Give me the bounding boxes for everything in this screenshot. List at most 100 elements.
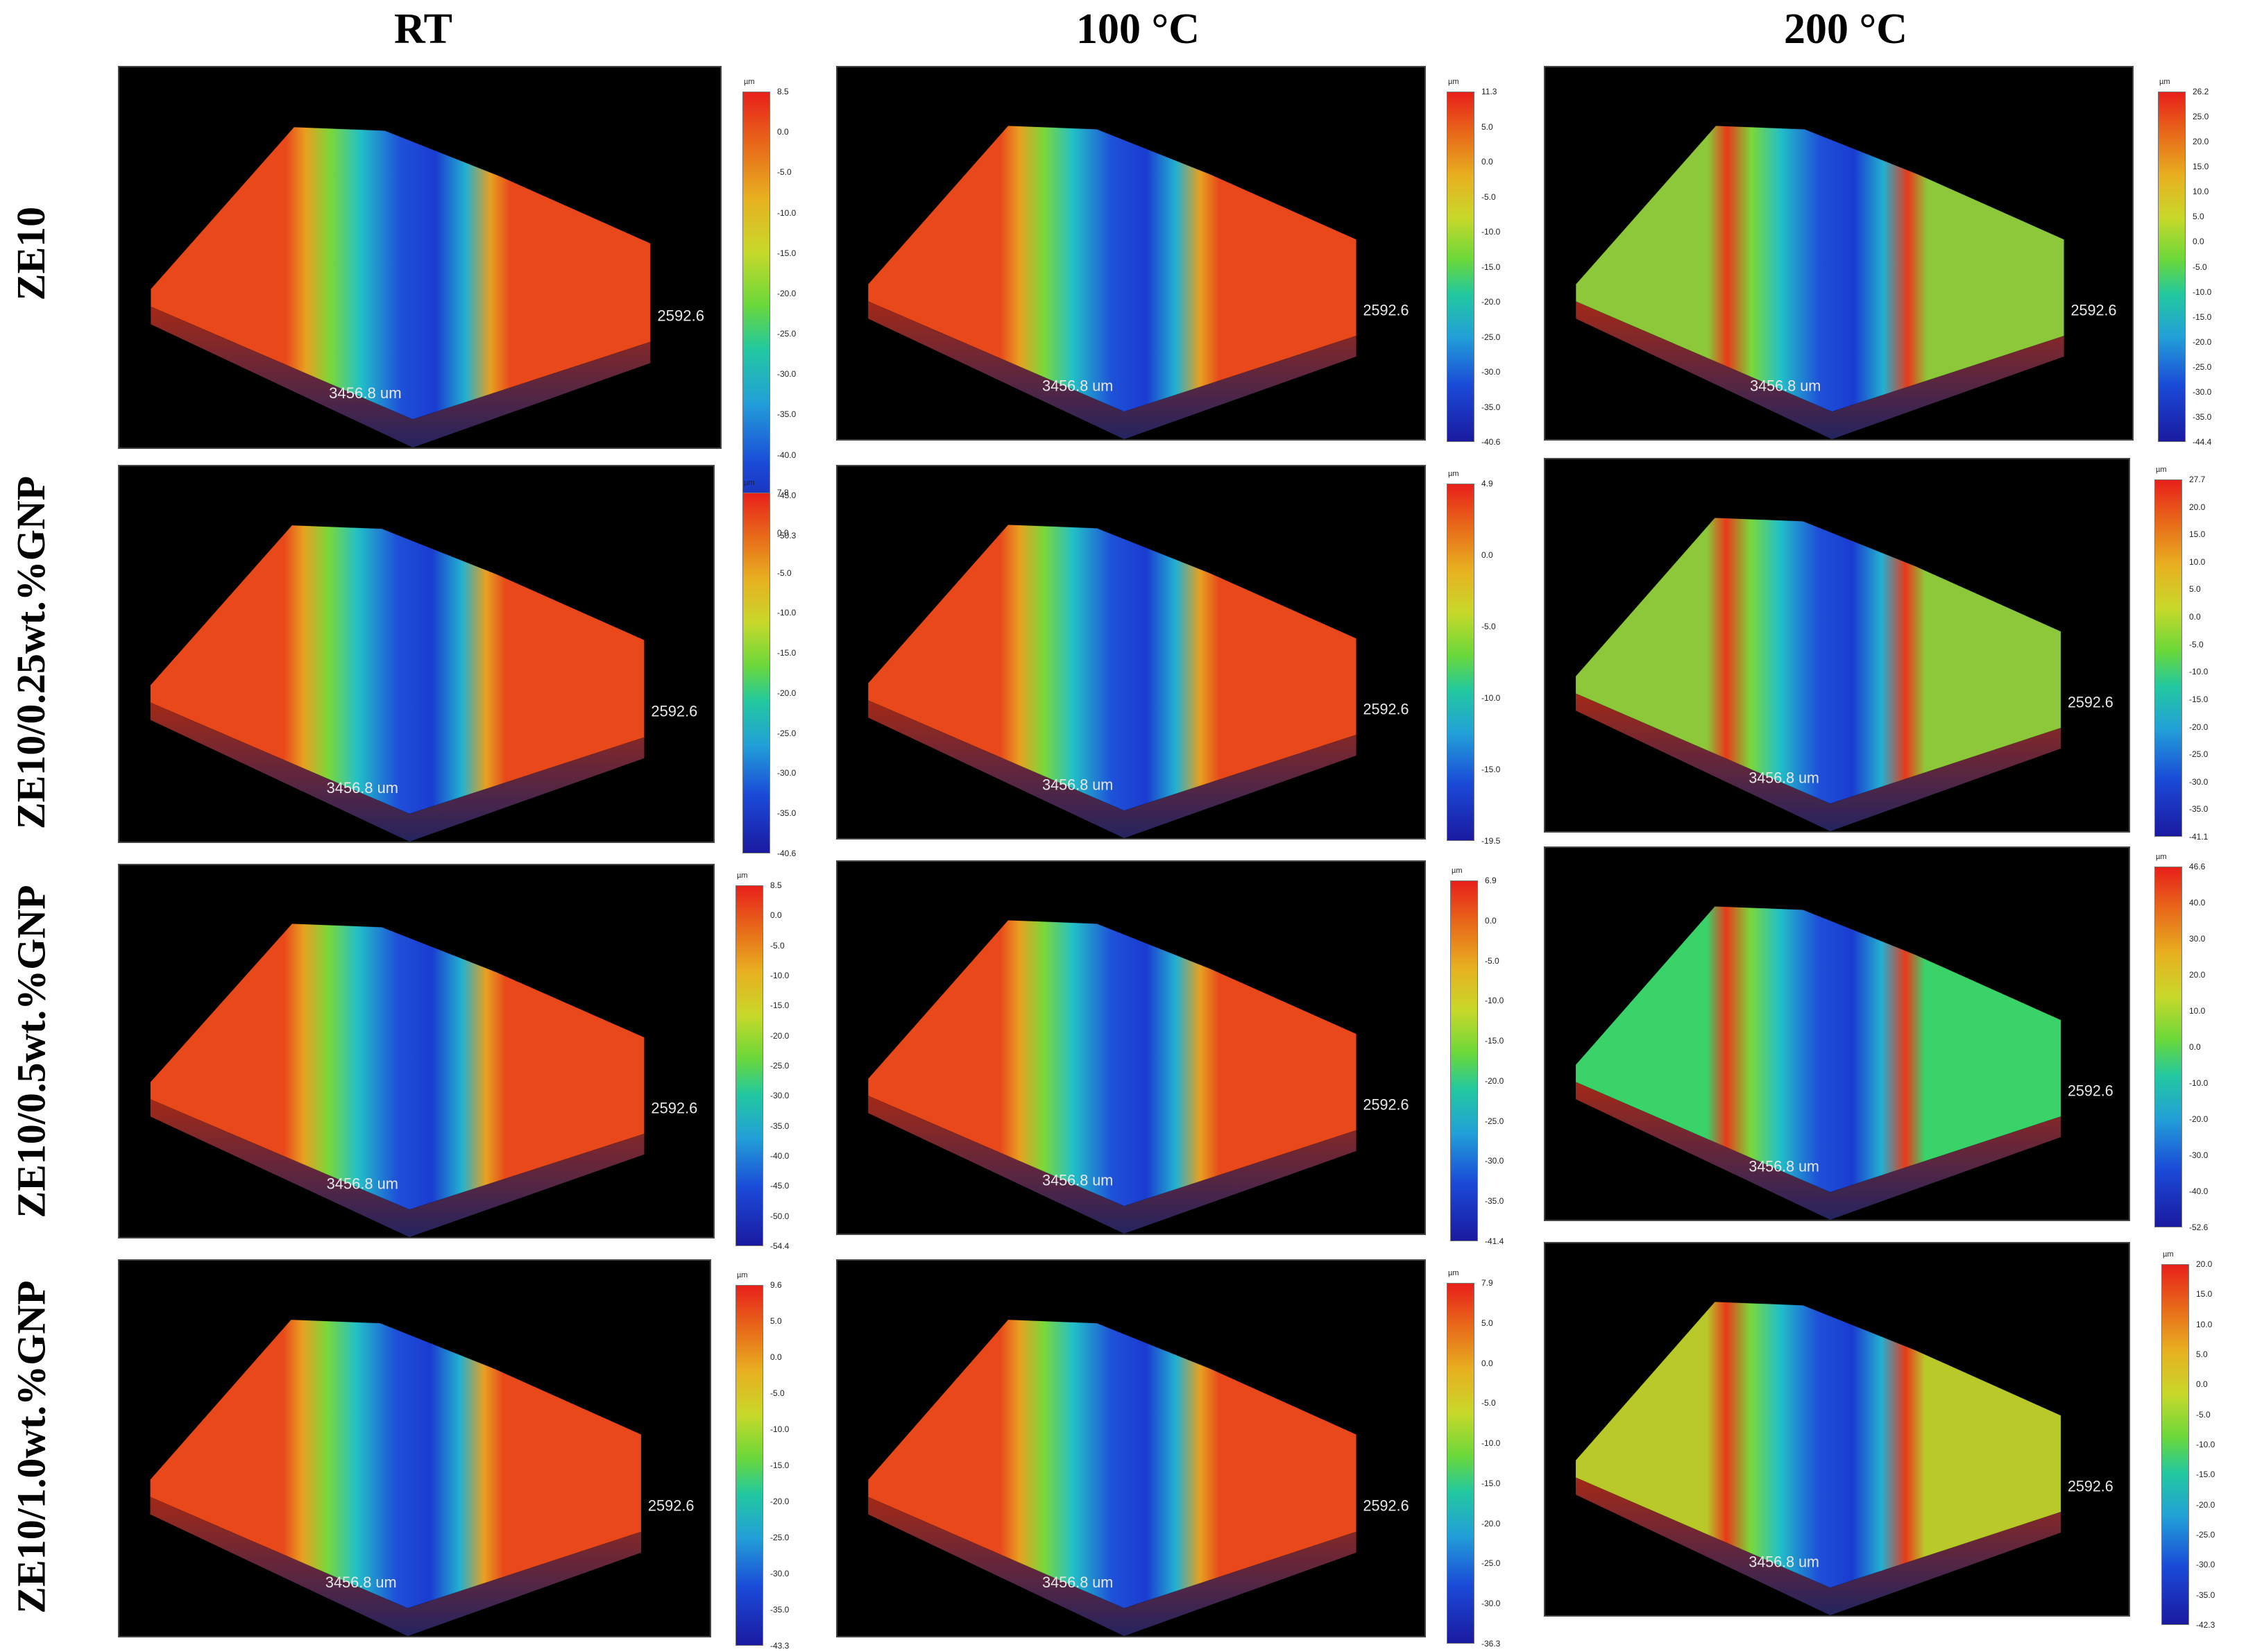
- surface-top: [1576, 126, 2064, 412]
- colorbar-tick-label: -15.0: [1481, 765, 1501, 774]
- column-title-rt: RT: [394, 6, 452, 53]
- colorbar-gradient: [742, 493, 770, 853]
- colorbar-ticks: 46.6 40.0 30.0 20.0 10.0 0.0 -10.0 -20.0 -30.0 -4…: [2189, 862, 2227, 1232]
- surface-top: [1576, 518, 2061, 804]
- colorbar-tick-label: -15.0: [777, 248, 797, 258]
- surface-side-wall: [1576, 693, 2061, 831]
- surface-profile-panel: 3456.8 um 2592.6: [1544, 458, 2130, 833]
- colorbar-ticks: 11.3 5.0 0.0 -5.0 -10.0 -15.0 -20.0 -25.0 -30.0 -…: [1481, 87, 1519, 446]
- colorbar-tick-label: -20.0: [2196, 1499, 2215, 1510]
- colorbar-tick-label: 25.0: [2193, 112, 2209, 122]
- colorbar-tick-label: -15.0: [1481, 262, 1501, 272]
- surface-top: [150, 923, 645, 1210]
- depth-dimension-label: 2592.6: [2068, 693, 2113, 710]
- colorbar-tick-label: 27.7: [2189, 475, 2206, 484]
- surface-outline: [150, 126, 651, 420]
- wear-track-3d-surface: 3456.8 um 2592.6: [867, 1319, 1409, 1636]
- colorbar-tick-label: 0.0: [2193, 237, 2204, 247]
- colorbar-tick-label: -10.0: [1485, 996, 1504, 1006]
- colorbar-tick-label: -15.0: [2189, 694, 2209, 704]
- colorbar-tick-label: -25.0: [770, 1061, 790, 1071]
- colorbar-unit: µm: [1448, 1269, 1459, 1277]
- colorbar-tick-label: 0.0: [1481, 1358, 1493, 1368]
- width-dimension-label: 3456.8 um: [327, 779, 398, 797]
- colorbar-tick-label: -19.5: [1481, 836, 1501, 846]
- colorbar-unit: µm: [744, 78, 755, 86]
- colorbar-tick-label: -35.0: [2196, 1590, 2215, 1600]
- colorbar-tick-label: 15.0: [2193, 162, 2209, 172]
- colorbar-tick-label: -40.0: [2189, 1186, 2209, 1196]
- colorbar-tick-label: -5.0: [1485, 955, 1499, 966]
- colorbar-tick-label: -35.0: [2193, 411, 2212, 422]
- width-dimension-label: 3456.8 um: [1042, 1574, 1113, 1591]
- height-colorbar: µm 8.5 0.0 -5.0 -10.0 -15.0 -20.0 -25.0 -30.0 -35…: [735, 871, 812, 1250]
- colorbar-tick-label: -20.0: [2189, 1114, 2209, 1124]
- column-title-200c: 200 °C: [1783, 6, 1908, 53]
- height-colorbar: µm 4.9 0.0 -5.0 -10.0 -15.0 -19.5: [1447, 470, 1523, 845]
- colorbar-tick-label: -25.0: [1481, 332, 1501, 342]
- depth-dimension-label: 2592.6: [2068, 1082, 2113, 1099]
- colorbar-tick-label: -20.0: [1485, 1075, 1504, 1086]
- colorbar-tick-label: -44.4: [2193, 437, 2212, 447]
- width-dimension-label: 3456.8 um: [1749, 769, 1819, 786]
- colorbar-tick-label: 8.5: [770, 880, 782, 890]
- colorbar-tick-label: -10.0: [1481, 227, 1501, 237]
- surface-side-wall: [151, 307, 651, 448]
- height-colorbar: µm 6.9 0.0 -5.0 -10.0 -15.0 -20.0 -25.0 -30.0 -35…: [1450, 867, 1526, 1245]
- width-dimension-label: 3456.8 um: [1749, 1157, 1819, 1175]
- colorbar-tick-label: -5.0: [770, 1388, 785, 1398]
- surface-outline: [867, 524, 1357, 811]
- surface-outline: [1575, 1301, 2061, 1588]
- column-title-100c: 100 °C: [1075, 6, 1200, 53]
- surface-side-wall: [1576, 1477, 2061, 1615]
- surface-side-wall: [868, 301, 1356, 439]
- surface-top: [150, 525, 645, 814]
- height-colorbar: µm 9.6 5.0 0.0 -5.0 -10.0 -15.0 -20.0 -25.0 -30.0…: [735, 1271, 812, 1650]
- surface-top: [1576, 906, 2061, 1193]
- surface-side-wall: [1576, 1082, 2061, 1220]
- colorbar-tick-label: 0.0: [1485, 915, 1497, 926]
- colorbar-tick-label: -5.0: [2189, 639, 2204, 649]
- colorbar-tick-label: 10.0: [2193, 187, 2209, 197]
- colorbar-tick-label: -50.3: [777, 531, 797, 540]
- colorbar-tick-label: 11.3: [1481, 87, 1497, 96]
- colorbar-tick-label: -25.0: [1485, 1116, 1504, 1126]
- colorbar-tick-label: 5.0: [2193, 212, 2204, 222]
- colorbar-tick-label: -40.0: [777, 450, 797, 460]
- colorbar-tick-label: -25.0: [2196, 1530, 2215, 1540]
- colorbar-tick-label: -35.0: [777, 808, 797, 819]
- wear-track-3d-surface: 3456.8 um 2592.6: [1575, 1301, 2113, 1615]
- colorbar-tick-label: -25.0: [770, 1533, 790, 1542]
- colorbar-tick-label: -30.0: [1481, 367, 1501, 377]
- colorbar-unit: µm: [2156, 853, 2167, 861]
- colorbar-tick-label: 46.6: [2189, 862, 2206, 871]
- colorbar-tick-label: -50.0: [770, 1211, 790, 1221]
- colorbar-gradient: [2161, 1264, 2189, 1625]
- row-label-ze10-025gnp: ZE10/0.25wt.%GNP: [8, 475, 54, 829]
- colorbar-tick-label: 10.0: [2189, 1006, 2206, 1016]
- colorbar-gradient: [2154, 479, 2182, 837]
- colorbar-tick-label: -35.0: [770, 1121, 790, 1131]
- colorbar-unit: µm: [2163, 1250, 2174, 1259]
- wear-track-3d-surface: 3456.8 um 2592.6: [150, 525, 697, 842]
- colorbar-ticks: 4.9 0.0 -5.0 -10.0 -15.0 -19.5: [1481, 479, 1519, 845]
- colorbar-tick-label: -15.0: [777, 648, 797, 658]
- colorbar-tick-label: 0.0: [2189, 612, 2201, 622]
- surface-outline: [1575, 905, 2061, 1193]
- colorbar-tick-label: -36.3: [1481, 1639, 1501, 1649]
- depth-dimension-label: 2592.6: [2070, 301, 2116, 318]
- surface-outline: [867, 919, 1357, 1207]
- colorbar-unit: µm: [744, 479, 755, 487]
- colorbar-tick-label: 0.0: [2189, 1042, 2201, 1052]
- colorbar-tick-label: -15.0: [770, 1461, 790, 1470]
- colorbar-tick-label: -25.0: [777, 329, 797, 339]
- colorbar-tick-label: -10.0: [777, 608, 797, 618]
- colorbar-tick-label: 40.0: [2189, 898, 2206, 908]
- wear-track-3d-surface: 3456.8 um 2592.6: [867, 919, 1409, 1234]
- colorbar-tick-label: 9.6: [770, 1280, 782, 1290]
- colorbar-ticks: 26.2 25.0 20.0 15.0 10.0 5.0 0.0 -5.0 -10.0 -15.0…: [2193, 87, 2230, 446]
- height-colorbar: µm 27.7 20.0 15.0 10.0 5.0 0.0 -5.0 -10.0 -15.0 -2…: [2154, 466, 2231, 841]
- surface-profile-panel: 3456.8 um 2592.6: [118, 66, 722, 449]
- depth-dimension-label: 2592.6: [651, 1099, 697, 1116]
- colorbar-tick-label: -35.0: [1481, 402, 1501, 412]
